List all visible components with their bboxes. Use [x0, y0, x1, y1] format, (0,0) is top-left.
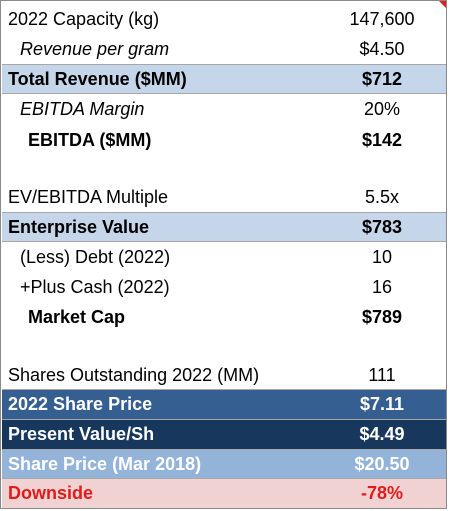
row-current-share-price: Share Price (Mar 2018) $20.50	[2, 449, 446, 478]
row-value: 111	[368, 364, 396, 385]
comment-indicator-icon	[439, 1, 446, 8]
row-label: 2022 Share Price	[8, 394, 153, 414]
row-plus-cash: +Plus Cash (2022) 16	[2, 272, 446, 302]
row-label: Present Value/Sh	[8, 424, 155, 444]
row-total-revenue: Total Revenue ($MM) $712	[2, 64, 446, 94]
row-value: 10	[371, 246, 393, 267]
row-shares-outstanding: Shares Outstanding 2022 (MM) 111	[2, 361, 446, 389]
row-value: $4.49	[359, 424, 405, 444]
row-label: Share Price (Mar 2018)	[8, 453, 202, 474]
row-label: Revenue per gram	[20, 39, 170, 59]
row-label: Downside	[8, 483, 94, 503]
row-value: -78%	[360, 483, 404, 503]
row-ebitda-margin: EBITDA Margin 20%	[2, 94, 446, 124]
row-value: $142	[361, 129, 403, 150]
row-label: EBITDA ($MM)	[28, 129, 152, 150]
row-label: Total Revenue ($MM)	[8, 68, 187, 89]
row-value: 5.5x	[364, 186, 400, 207]
row-2022-share-price: 2022 Share Price $7.11	[2, 389, 446, 419]
row-less-debt: (Less) Debt (2022) 10	[2, 242, 446, 272]
row-label: 2022 Capacity (kg)	[8, 8, 160, 29]
row-value: $783	[361, 216, 403, 237]
row-ebitda: EBITDA ($MM) $142	[2, 124, 446, 156]
row-label: +Plus Cash (2022)	[20, 276, 170, 297]
row-label: Shares Outstanding 2022 (MM)	[8, 364, 260, 385]
row-revenue-per-gram: Revenue per gram $4.50	[2, 35, 446, 64]
row-value: 147,600	[349, 8, 415, 29]
row-value: $4.50	[359, 39, 405, 59]
row-label: (Less) Debt (2022)	[20, 246, 171, 267]
row-enterprise-value: Enterprise Value $783	[2, 212, 446, 242]
row-value: $712	[361, 68, 403, 89]
row-capacity: 2022 Capacity (kg) 147,600	[2, 3, 446, 35]
row-ev-ebitda-multiple: EV/EBITDA Multiple 5.5x	[2, 182, 446, 212]
row-label: EBITDA Margin	[20, 98, 145, 119]
row-downside: Downside -78%	[2, 478, 446, 508]
row-market-cap: Market Cap $789	[2, 302, 446, 332]
row-label: Market Cap	[28, 306, 126, 327]
row-present-value-per-share: Present Value/Sh $4.49	[2, 419, 446, 449]
row-value: $789	[361, 306, 403, 327]
row-label: EV/EBITDA Multiple	[8, 186, 169, 207]
row-value: $7.11	[359, 394, 405, 414]
row-value: 16	[371, 276, 393, 297]
row-value: $20.50	[354, 453, 410, 474]
row-label: Enterprise Value	[8, 216, 150, 237]
row-value: 20%	[363, 98, 401, 119]
